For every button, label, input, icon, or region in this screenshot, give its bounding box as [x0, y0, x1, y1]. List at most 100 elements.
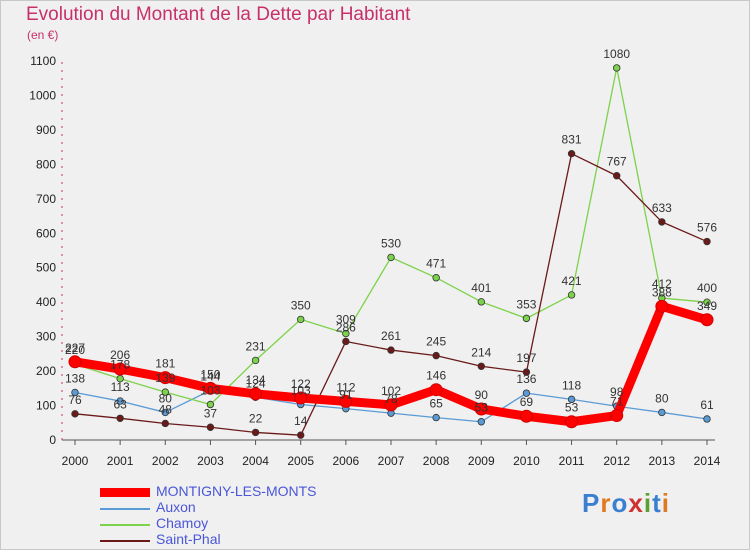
- legend-label: Chamoy: [156, 515, 209, 531]
- data-point: [71, 410, 79, 418]
- data-label: 286: [336, 320, 356, 334]
- y-tick-label: 0: [49, 433, 56, 447]
- data-point: [161, 419, 169, 428]
- y-tick-label: 800: [36, 157, 56, 171]
- data-point: [161, 388, 169, 396]
- x-tick-label: 2013: [649, 454, 676, 468]
- x-tick-label: 2012: [603, 454, 630, 468]
- data-label: 197: [516, 351, 536, 365]
- x-tick-label: 2008: [423, 454, 450, 468]
- chart-title: Evolution du Montant de la Dette par Hab…: [26, 4, 411, 25]
- x-tick-label: 2014: [694, 454, 721, 468]
- x-tick-label: 2000: [62, 454, 89, 468]
- data-point: [68, 355, 82, 369]
- data-label: 206: [110, 348, 130, 362]
- data-point: [342, 337, 350, 346]
- data-point: [429, 383, 443, 397]
- x-tick-label: 2005: [287, 454, 314, 468]
- x-tick-label: 2010: [513, 454, 540, 468]
- data-label: 353: [516, 297, 536, 311]
- x-tick-label: 2009: [468, 454, 495, 468]
- data-label: 136: [516, 372, 536, 386]
- data-label: 112: [336, 380, 355, 394]
- legend-label: MONTIGNY-LES-MONTS: [156, 483, 317, 499]
- data-label: 220: [65, 343, 85, 357]
- logo-letter: r: [600, 488, 612, 518]
- data-label: 14: [294, 414, 308, 428]
- data-point: [522, 368, 531, 376]
- data-label: 91: [339, 388, 353, 402]
- data-label: 530: [381, 236, 401, 250]
- data-point: [203, 381, 217, 395]
- y-tick-label: 600: [36, 226, 56, 240]
- data-point: [658, 218, 666, 226]
- legend-swatch: [100, 524, 150, 526]
- data-label: 421: [562, 274, 582, 288]
- data-point: [339, 394, 353, 408]
- data-label: 309: [336, 313, 356, 327]
- data-label: 138: [65, 371, 85, 385]
- data-label: 214: [471, 345, 491, 359]
- data-label: 227: [65, 341, 85, 355]
- y-tick-label: 400: [36, 295, 56, 309]
- data-point: [342, 329, 350, 338]
- logo-letter: i: [643, 488, 653, 518]
- y-tick-label: 300: [36, 330, 56, 344]
- x-tick-label: 2011: [559, 454, 585, 468]
- data-label: 261: [381, 329, 401, 343]
- data-point: [703, 237, 711, 246]
- logo-letter: t: [652, 488, 662, 518]
- data-point: [567, 395, 576, 404]
- data-label: 412: [652, 277, 672, 291]
- x-tick-label: 2004: [242, 454, 269, 468]
- data-label: 350: [291, 298, 311, 312]
- data-label: 71: [610, 395, 624, 409]
- data-point: [158, 371, 172, 385]
- data-point: [700, 313, 714, 327]
- data-label: 103: [200, 384, 220, 398]
- x-tick-label: 2006: [333, 454, 360, 468]
- logo-letter: x: [628, 488, 644, 518]
- data-label: 78: [384, 392, 398, 406]
- data-point: [432, 351, 440, 360]
- data-point: [655, 299, 669, 313]
- legend-label: Auxon: [156, 499, 196, 515]
- x-tick-label: 2007: [378, 454, 405, 468]
- data-point: [161, 408, 169, 417]
- data-label: 37: [204, 406, 218, 420]
- data-point: [474, 402, 488, 416]
- data-label: 48: [159, 402, 173, 416]
- x-tick-label: 2003: [197, 454, 224, 468]
- data-point: [567, 149, 576, 158]
- data-point: [297, 431, 305, 439]
- data-point: [610, 409, 624, 423]
- data-point: [432, 274, 440, 282]
- data-label: 103: [291, 384, 311, 398]
- data-point: [116, 414, 124, 422]
- data-point: [519, 409, 533, 423]
- data-label: 178: [110, 358, 130, 372]
- legend-swatch: [100, 508, 150, 510]
- data-point: [384, 398, 398, 412]
- data-point: [477, 418, 485, 426]
- data-label: 181: [155, 357, 175, 371]
- data-label: 80: [655, 391, 669, 405]
- data-point: [613, 64, 621, 72]
- data-point: [387, 253, 395, 262]
- data-point: [703, 415, 711, 423]
- data-point: [294, 391, 308, 405]
- x-tick-label: 2002: [152, 454, 179, 468]
- data-label: 134: [246, 373, 266, 387]
- data-point: [522, 389, 531, 397]
- data-point: [251, 428, 260, 437]
- data-label: 80: [159, 391, 173, 405]
- y-unit-label: (en €): [27, 28, 59, 42]
- data-label: 63: [113, 397, 127, 411]
- data-label: 124: [246, 376, 266, 390]
- data-point: [116, 397, 124, 405]
- data-point: [477, 362, 485, 370]
- data-point: [703, 298, 711, 306]
- data-label: 76: [68, 393, 82, 407]
- legend-swatch: [100, 540, 150, 542]
